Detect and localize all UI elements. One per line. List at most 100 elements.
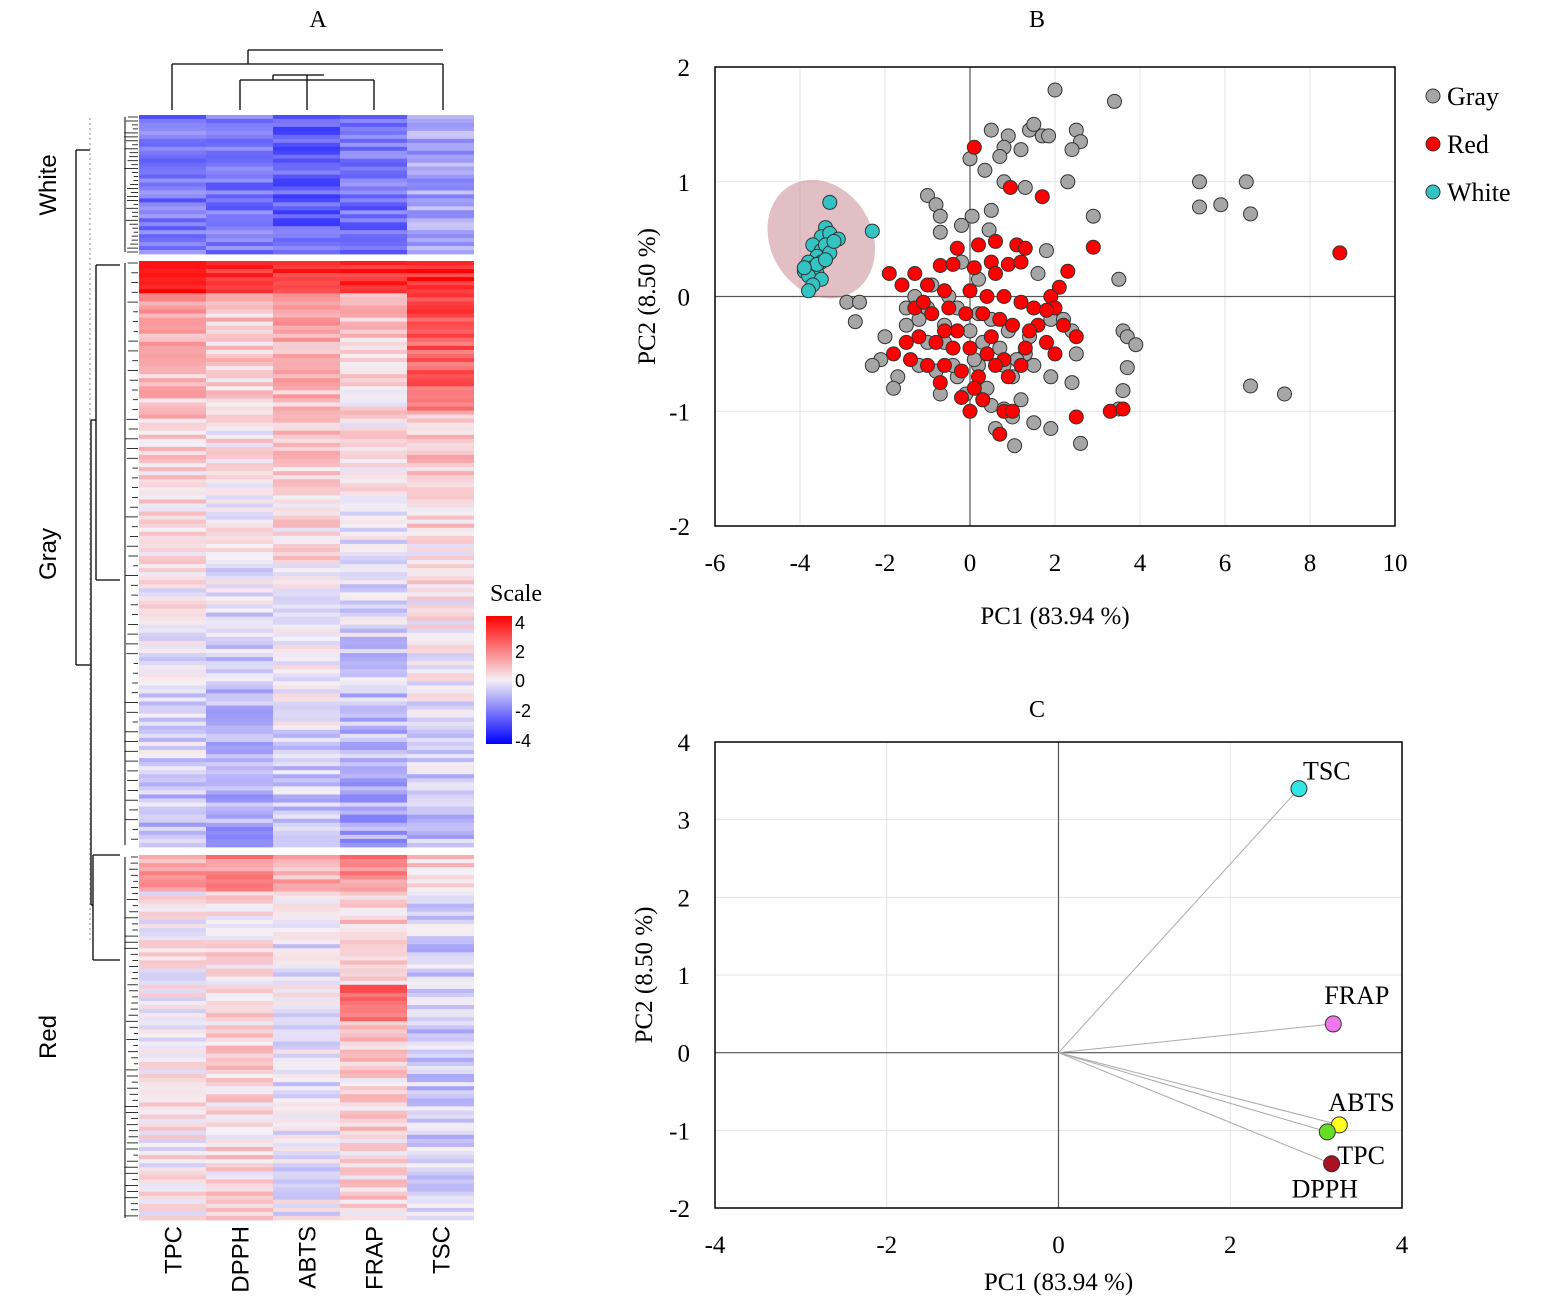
- heatmap-cell: [340, 1187, 407, 1193]
- heatmap-cell: [139, 701, 206, 706]
- heatmap-cell: [139, 960, 206, 965]
- heatmap-cell: [273, 265, 340, 270]
- heatmap-cell: [273, 463, 340, 468]
- heatmap-cell: [273, 353, 340, 359]
- heatmap-cell: [340, 899, 407, 905]
- heatmap-cell: [340, 741, 407, 747]
- heatmap-cell: [206, 226, 273, 231]
- heatmap-cell: [407, 944, 474, 949]
- heatmap-cell: [407, 1126, 474, 1132]
- heatmap-cell: [407, 725, 474, 731]
- heatmap-cell: [407, 612, 474, 618]
- heatmap-cell: [407, 1134, 474, 1140]
- heatmap-cell: [407, 952, 474, 957]
- heatmap-cell: [273, 1078, 340, 1083]
- point-gray: [932, 208, 948, 224]
- heatmap-cell: [273, 162, 340, 168]
- heatmap-cell: [340, 182, 407, 187]
- heatmap-cell: [407, 337, 474, 343]
- point-gray: [1068, 346, 1084, 362]
- heatmap-cell: [340, 265, 407, 270]
- heatmap-cell: [206, 1151, 273, 1156]
- heatmap-cell: [139, 1118, 206, 1124]
- heatmap-cell: [407, 588, 474, 593]
- heatmap-cell: [340, 519, 407, 525]
- heatmap-cell: [273, 1053, 340, 1059]
- legend-tick-label: 2: [515, 642, 525, 662]
- heatmap-cell: [340, 628, 407, 634]
- heatmap-cell: [206, 386, 273, 391]
- heatmap-cell: [139, 115, 206, 120]
- heatmap-cell: [139, 725, 206, 731]
- heatmap-cell: [273, 329, 340, 335]
- heatmap-cell: [340, 1106, 407, 1111]
- heatmap-cell: [139, 1110, 206, 1115]
- point-gray: [1041, 128, 1057, 144]
- y-axis-label: PC2 (8.50 %): [634, 228, 661, 365]
- heatmap-cell: [407, 1130, 474, 1136]
- heatmap-cell: [139, 673, 206, 678]
- heatmap-cell: [139, 130, 206, 136]
- heatmap-cell: [340, 446, 407, 452]
- heatmap-cell: [206, 459, 273, 464]
- heatmap-cell: [273, 190, 340, 195]
- heatmap-cell: [407, 261, 474, 266]
- heatmap-cell: [273, 673, 340, 678]
- heatmap-cell: [139, 855, 206, 860]
- legend-color-bar: [486, 616, 512, 744]
- heatmap-cell: [407, 1098, 474, 1103]
- heatmap-cell: [407, 729, 474, 735]
- heatmap-cell: [407, 499, 474, 504]
- heatmap-cell: [206, 677, 273, 682]
- heatmap-cell: [273, 349, 340, 355]
- heatmap-cell: [407, 665, 474, 670]
- heatmap-cell: [206, 689, 273, 694]
- heatmap-cell: [139, 182, 206, 187]
- heatmap-cell: [139, 1053, 206, 1059]
- heatmap-cell: [139, 733, 206, 739]
- heatmap-cell: [340, 964, 407, 969]
- heatmap-cell: [139, 406, 206, 411]
- heatmap-cell: [273, 222, 340, 227]
- heatmap-cell: [407, 681, 474, 686]
- heatmap-cell: [340, 1138, 407, 1144]
- heatmap-cell: [139, 150, 206, 156]
- heatmap-cell: [139, 289, 206, 294]
- heatmap-cell: [139, 1065, 206, 1071]
- heatmap-cell: [206, 584, 273, 589]
- heatmap-cell: [407, 329, 474, 335]
- heatmap-cell: [407, 378, 474, 383]
- point-gray: [954, 217, 969, 233]
- heatmap-cell: [407, 269, 474, 274]
- heatmap-cell: [407, 932, 474, 937]
- point-gray: [852, 294, 867, 310]
- heatmap-cell: [407, 737, 474, 743]
- point-gray: [1085, 208, 1101, 224]
- heatmap-cell: [139, 717, 206, 723]
- heatmap-cell: [206, 891, 273, 896]
- heatmap-cell: [407, 1005, 474, 1010]
- heatmap-cell: [139, 434, 206, 440]
- heatmap-cell: [206, 297, 273, 302]
- point-gray: [1213, 197, 1229, 213]
- heatmap-cell: [407, 162, 474, 168]
- heatmap-cell: [139, 230, 206, 235]
- heatmap-cell: [273, 608, 340, 613]
- heatmap-cell: [206, 741, 273, 747]
- heatmap-cell: [273, 178, 340, 183]
- heatmap-cell: [139, 269, 206, 274]
- point-gray: [1060, 174, 1076, 190]
- heatmap-cell: [340, 154, 407, 160]
- heatmap-cell: [206, 556, 273, 561]
- point-red: [1017, 340, 1033, 356]
- heatmap-cell: [206, 178, 273, 183]
- heatmap-cell: [206, 932, 273, 937]
- heatmap-cell: [273, 317, 340, 323]
- heatmap-cell: [139, 1082, 206, 1087]
- heatmap-cell: [273, 170, 340, 175]
- heatmap-cell: [206, 737, 273, 743]
- heatmap-cell: [273, 919, 340, 925]
- heatmap-cell: [407, 495, 474, 500]
- heatmap-cell: [206, 592, 273, 597]
- heatmap-cell: [407, 246, 474, 251]
